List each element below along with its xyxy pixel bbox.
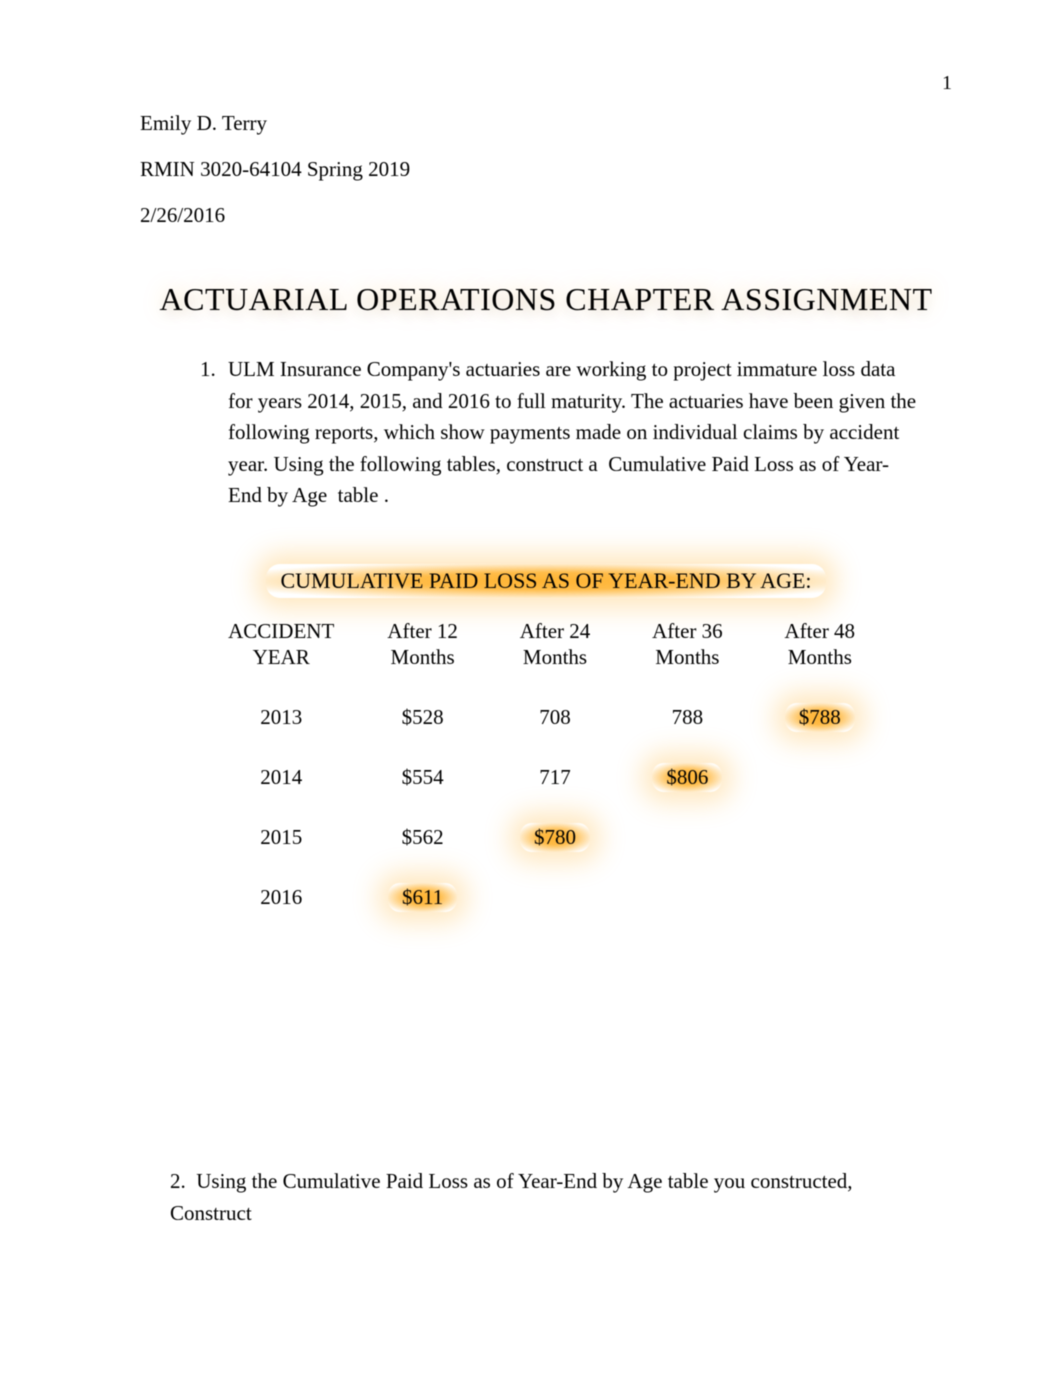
col-label: Months (391, 645, 455, 669)
cell-value: $554 (356, 749, 488, 809)
col-after-36: After 36 Months (621, 604, 753, 690)
table-header-row: ACCIDENT YEAR After 12 Months After 24 M… (206, 604, 886, 690)
question-2: 2. Using the Cumulative Paid Loss as of … (170, 1166, 922, 1229)
author-line: Emily D. Terry (140, 100, 952, 146)
col-label: After 48 (785, 619, 856, 643)
cell-year: 2014 (206, 749, 356, 809)
cell-value (754, 809, 886, 869)
table-body: 2013$528708788 $788 2014$554717 $806 2015$56… (206, 689, 886, 926)
table-title-wrap: CUMULATIVE PAID LOSS AS OF YEAR-END BY A… (140, 564, 952, 598)
course-line: RMIN 3020-64104 Spring 2019 (140, 146, 952, 192)
page-title: ACTUARIAL OPERATIONS CHAPTER ASSIGNMENT (151, 279, 940, 324)
col-label: After 36 (652, 619, 723, 643)
table-row: 2013$528708788 $788 (206, 689, 886, 749)
col-after-12: After 12 Months (356, 604, 488, 690)
cell-value: $611 (356, 869, 488, 926)
cell-value: 708 (489, 689, 621, 749)
q1-text: ULM Insurance Company's actuaries are wo… (228, 354, 922, 512)
question-1: 1. ULM Insurance Company's actuaries are… (200, 354, 922, 512)
table-row: 2015$562 $780 (206, 809, 886, 869)
cell-value: $562 (356, 809, 488, 869)
highlighted-value: $611 (388, 883, 457, 912)
cell-value: 788 (621, 689, 753, 749)
page-number: 1 (942, 72, 952, 95)
col-accident-year: ACCIDENT YEAR (206, 604, 356, 690)
table-title: CUMULATIVE PAID LOSS AS OF YEAR-END BY A… (266, 564, 825, 598)
q1-number: 1. (200, 354, 228, 386)
col-label: ACCIDENT (228, 619, 334, 643)
table-row: 2014$554717 $806 (206, 749, 886, 809)
col-label: After 24 (520, 619, 591, 643)
highlighted-value: $788 (785, 703, 855, 732)
page: 1 Emily D. Terry RMIN 3020-64104 Spring … (0, 0, 1062, 1377)
cell-year: 2015 (206, 809, 356, 869)
highlighted-value: $780 (520, 823, 590, 852)
cell-value (489, 869, 621, 926)
title-wrap: ACTUARIAL OPERATIONS CHAPTER ASSIGNMENT (140, 279, 952, 324)
q2-number: 2. (170, 1169, 186, 1193)
col-label: Months (655, 645, 719, 669)
cell-value: $528 (356, 689, 488, 749)
cell-value (621, 869, 753, 926)
cell-value: $780 (489, 809, 621, 869)
highlighted-value: $806 (652, 763, 722, 792)
col-label: YEAR (253, 645, 310, 669)
cell-value (621, 809, 753, 869)
document-header: Emily D. Terry RMIN 3020-64104 Spring 20… (140, 100, 952, 239)
col-after-48: After 48 Months (754, 604, 886, 690)
cell-value: 717 (489, 749, 621, 809)
cell-value (754, 749, 886, 809)
col-label: Months (788, 645, 852, 669)
col-label: Months (523, 645, 587, 669)
q2-text: Using the Cumulative Paid Loss as of Yea… (170, 1169, 853, 1225)
col-after-24: After 24 Months (489, 604, 621, 690)
cell-value: $806 (621, 749, 753, 809)
cell-year: 2013 (206, 689, 356, 749)
cell-year: 2016 (206, 869, 356, 926)
col-label: After 12 (387, 619, 458, 643)
cell-value (754, 869, 886, 926)
cumulative-paid-loss-table: ACCIDENT YEAR After 12 Months After 24 M… (206, 604, 886, 927)
date-line: 2/26/2016 (140, 192, 952, 238)
cell-value: $788 (754, 689, 886, 749)
table-row: 2016 $611 (206, 869, 886, 926)
